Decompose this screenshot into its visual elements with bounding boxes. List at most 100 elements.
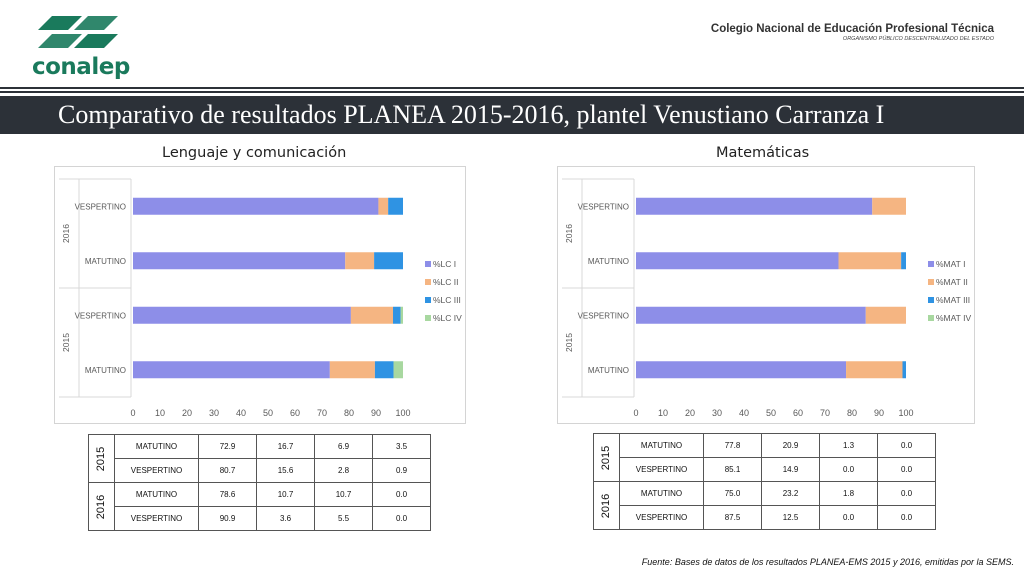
year-cell: 2015 — [593, 433, 620, 482]
chart-matematicas: 2016 2015 VESPERTINO MATUTINO VESPERTINO MATU… — [562, 178, 971, 418]
legend-label: %LC IV — [433, 313, 462, 323]
table-row: VESPERTINO 80.7 15.6 2.8 0.9 — [89, 458, 431, 483]
table-row: VESPERTINO 85.1 14.9 0.0 0.0 — [594, 457, 936, 482]
x-tick-label: 0 — [130, 408, 135, 418]
legend-swatch — [425, 261, 431, 267]
year-label: 2015 — [95, 446, 108, 471]
x-tick-label: 80 — [847, 408, 857, 418]
bar-segment — [636, 197, 873, 215]
value-cell: 72.9 — [198, 434, 257, 459]
value-cell: 0.0 — [372, 506, 431, 531]
legend-swatch — [425, 279, 431, 285]
x-tick-label: 70 — [317, 408, 327, 418]
legend-swatch — [928, 261, 934, 267]
x-tick-label: 70 — [820, 408, 830, 418]
bar-segment — [133, 306, 351, 324]
value-cell: 16.7 — [256, 434, 315, 459]
value-cell: 90.9 — [198, 506, 257, 531]
x-tick-label: 100 — [898, 408, 913, 418]
chart-title-matematicas: Matemáticas — [716, 145, 810, 161]
value-cell: 0.0 — [819, 505, 878, 530]
value-cell: 5.5 — [314, 506, 373, 531]
table-row: 2016 MATUTINO 78.6 10.7 10.7 0.0 — [88, 482, 431, 531]
value-cell: 1.3 — [819, 433, 878, 458]
value-cell: 75.0 — [703, 481, 762, 506]
logo-wordmark: conalep — [32, 54, 130, 80]
value-cell: 87.5 — [703, 505, 762, 530]
bar-segment — [901, 252, 906, 270]
x-tick-label: 0 — [633, 408, 638, 418]
x-tick-label: 30 — [712, 408, 722, 418]
table-row: 2015 MATUTINO 77.8 20.9 1.3 0.0 — [593, 433, 936, 482]
year-cell: 2016 — [88, 482, 115, 531]
row-label: VESPERTINO — [578, 202, 629, 211]
legend-label: %LC II — [433, 277, 459, 287]
legend-label: %LC I — [433, 259, 456, 269]
year-label: 2016 — [95, 494, 108, 519]
year-label: 2015 — [600, 445, 613, 470]
bar-segment — [636, 252, 839, 270]
value-cell: 0.0 — [819, 457, 878, 482]
value-cell: 15.6 — [256, 458, 315, 483]
year-label: 2016 — [600, 493, 613, 518]
value-cell: 3.6 — [256, 506, 315, 531]
x-tick-label: 80 — [344, 408, 354, 418]
table-row: 2015 MATUTINO 72.9 16.7 6.9 3.5 — [88, 434, 431, 483]
row-label: VESPERTINO — [578, 311, 629, 320]
value-cell: 0.0 — [877, 457, 936, 482]
x-tick-label: 40 — [236, 408, 246, 418]
bar-segment — [329, 361, 375, 379]
x-tick-label: 10 — [658, 408, 668, 418]
x-tick-label: 60 — [793, 408, 803, 418]
bar-segment — [393, 361, 403, 379]
bar-segment — [846, 361, 903, 379]
value-cell: 10.7 — [314, 482, 373, 507]
x-tick-label: 50 — [766, 408, 776, 418]
bar-segment — [350, 306, 394, 324]
value-cell: 14.9 — [761, 457, 820, 482]
value-cell: 80.7 — [198, 458, 257, 483]
shift-cell: VESPERTINO — [114, 458, 199, 483]
org-name: Colegio Nacional de Educación Profesiona… — [710, 23, 994, 35]
chart-title-lenguaje: Lenguaje y comunicación — [162, 145, 347, 161]
value-cell: 2.8 — [314, 458, 373, 483]
x-tick-label: 40 — [739, 408, 749, 418]
x-tick-label: 90 — [371, 408, 381, 418]
x-tick-label: 20 — [685, 408, 695, 418]
value-cell: 0.0 — [877, 433, 936, 458]
value-cell: 0.0 — [877, 481, 936, 506]
header-rule-top — [0, 87, 1024, 89]
bar-segment — [133, 252, 346, 270]
bar-segment — [133, 197, 379, 215]
x-tick-label: 60 — [290, 408, 300, 418]
row-label: VESPERTINO — [75, 311, 126, 320]
bar-segment — [400, 306, 403, 324]
page-title: Comparativo de resultados PLANEA 2015-20… — [58, 100, 885, 129]
x-tick-label: 30 — [209, 408, 219, 418]
value-cell: 6.9 — [314, 434, 373, 459]
data-table-lenguaje: 2015 MATUTINO 72.9 16.7 6.9 3.5 VESPERTI… — [88, 434, 431, 531]
value-cell: 85.1 — [703, 457, 762, 482]
org-subtitle: ORGANISMO PÚBLICO DESCENTRALIZADO DEL ES… — [842, 36, 994, 42]
legend-label: %MAT III — [936, 295, 970, 305]
source-note: Fuente: Bases de datos de los resultados… — [641, 557, 1014, 567]
value-cell: 20.9 — [761, 433, 820, 458]
legend-label: %MAT II — [936, 277, 968, 287]
row-label: VESPERTINO — [75, 202, 126, 211]
value-cell: 77.8 — [703, 433, 762, 458]
legend-label: %LC III — [433, 295, 461, 305]
x-tick-label: 90 — [874, 408, 884, 418]
x-tick-label: 10 — [155, 408, 165, 418]
value-cell: 0.0 — [877, 505, 936, 530]
legend-label: %MAT I — [936, 259, 965, 269]
x-tick-label: 50 — [263, 408, 273, 418]
chart-box-matematicas: 2016 2015 VESPERTINO MATUTINO VESPERTINO MATU… — [557, 166, 975, 424]
shift-cell: MATUTINO — [114, 482, 199, 507]
legend-swatch — [425, 315, 431, 321]
row-label: MATUTINO — [85, 366, 126, 375]
value-cell: 1.8 — [819, 481, 878, 506]
shift-cell: MATUTINO — [114, 434, 199, 459]
value-cell: 23.2 — [761, 481, 820, 506]
legend-swatch — [425, 297, 431, 303]
table-row: VESPERTINO 87.5 12.5 0.0 0.0 — [594, 505, 936, 530]
